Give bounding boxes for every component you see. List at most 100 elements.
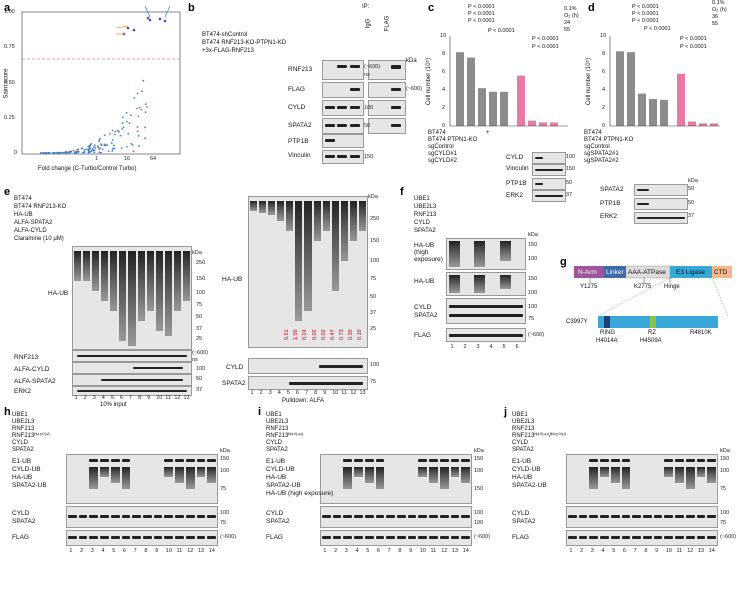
h-blot-label-2: HA-UB <box>12 474 33 481</box>
panel-label-j: j <box>504 406 508 418</box>
a-scatter-point <box>90 143 93 145</box>
a-scatter-point <box>101 148 104 151</box>
a-scatter-point <box>130 142 133 145</box>
a-scatter-point <box>136 130 139 133</box>
e-red-value: 0.19 <box>356 329 363 340</box>
lane-number: 11 <box>430 548 437 554</box>
lane-number: 4 <box>601 548 605 554</box>
panel-a: 1.00 0.75 0.50 0.25 0 1 16 64 Fold chang… <box>0 0 186 184</box>
d-blot-label-0: SPATA2 <box>600 186 624 193</box>
e-mark-12: 37 <box>196 387 203 393</box>
i-blot-2 <box>320 530 472 546</box>
lane-number: 1 <box>450 344 454 350</box>
lane-number: 12 <box>174 395 181 401</box>
e-row-2: HA-UB <box>14 212 33 218</box>
lane-number: 10 <box>332 390 339 396</box>
lane-number: 10 <box>156 395 163 401</box>
a-scatter-point <box>92 149 94 151</box>
c-pval-5: P < 0.0001 <box>532 44 559 50</box>
b-blot-vinculin <box>322 150 364 164</box>
ub-smear <box>331 201 339 291</box>
d-mark-3: 37 <box>688 213 695 219</box>
lane-number: 4 <box>489 344 493 350</box>
a-scatter-point <box>100 151 102 154</box>
a-scatter-point <box>93 146 95 148</box>
a-scatter-point <box>62 151 65 154</box>
h-row-1: UBE2L3 <box>12 419 35 425</box>
e-pd-mark-5: 50 <box>370 294 377 300</box>
e-red-value: 1.00 <box>293 329 300 340</box>
ub-smear <box>137 251 145 321</box>
a-scatter-point <box>137 115 140 118</box>
b-mark-1: ns <box>364 72 370 78</box>
d-row-1: BT474 PTPN1-KO <box>584 137 634 143</box>
c-ytick-3: 6 <box>442 69 446 75</box>
g-site-bottom-3: R4810K <box>690 330 712 336</box>
ub-smear <box>349 201 357 241</box>
c-legend-title: 0.1% <box>564 6 577 12</box>
lane-number: 7 <box>129 395 133 401</box>
c-ytick-2: 4 <box>442 87 446 93</box>
ub-smear <box>164 251 172 336</box>
f-row-1: UBE2L3 <box>414 204 437 210</box>
lane-number: 6 <box>622 548 626 554</box>
i-mark-6: (~600) <box>474 534 491 540</box>
a-xtick-2: 64 <box>150 156 157 162</box>
a-scatter-point <box>131 144 134 147</box>
lane-number: 12 <box>187 548 194 554</box>
panel-label-e: e <box>4 186 11 198</box>
j-blot-0 <box>566 454 718 504</box>
e-red-values: 0.51 1.00 0.24 0.02 0.02 0.47 0.73 0.39 0.19 <box>248 322 366 352</box>
a-scatter-point <box>80 147 83 150</box>
h-mark-3: 75 <box>220 486 227 492</box>
panel-d-barchart <box>609 36 720 127</box>
h-blot-label-3: SPATA2-UB <box>12 482 47 489</box>
lane-number: 5 <box>612 548 616 554</box>
panel-label-c: c <box>428 2 435 14</box>
panel-j: UBE1 UBE2L3 RNF213 RNF213ᴴ⁴⁰¹⁴ᴬ/ᴴ⁴⁵⁰⁹ᴬ CYLD S… <box>504 406 736 586</box>
e-blot-rnf213 <box>72 350 192 362</box>
a-scatter-point <box>65 151 68 154</box>
f-blot-haub <box>446 272 526 296</box>
a-scatter-point <box>126 120 128 123</box>
j-blot-label-3: SPATA2-UB <box>512 482 547 489</box>
i-mark-3: 150 <box>474 486 484 492</box>
b-blot-spata2-ip <box>368 118 406 134</box>
b-row-1: BT474 RNF213-KO-PTPN1-KD <box>202 40 287 46</box>
lane-number: 10 <box>665 548 672 554</box>
a-scatter-point <box>122 126 125 129</box>
h-lane-numbers: 1 2 3 4 5 6 7 8 9 10 11 12 13 14 <box>66 548 216 555</box>
f-row-3: CYLD <box>414 220 431 226</box>
f-mark-5: 100 <box>528 304 538 310</box>
lane-number: 14 <box>708 548 715 554</box>
f-blot-label-4: FLAG <box>414 332 431 339</box>
e-red-value: 0.24 <box>302 329 309 340</box>
a-scatter-point <box>132 150 135 153</box>
panel-h: UBE1 UBE2L3 RNF213 RNF213ᴴ⁴⁵⁰⁹ᴬ CYLD SPATA2 E1… <box>4 406 254 586</box>
c-side-mark-1: 150 <box>566 166 576 172</box>
lane-number: 6 <box>119 395 123 401</box>
lane-number: 5 <box>112 548 116 554</box>
e-mark-3: 100 <box>196 290 206 296</box>
j-blot-1 <box>566 506 718 528</box>
c-ytick-4: 8 <box>442 51 446 57</box>
d-ytick-4: 8 <box>602 51 606 57</box>
panel-label-d: d <box>588 2 595 14</box>
lane-number: 12 <box>350 390 357 396</box>
c-row-1: BT474 PTPN1-KO <box>428 137 478 143</box>
a-scatter-point <box>83 150 86 153</box>
a-scatter-point <box>40 152 42 154</box>
c-side-blot-erk2 <box>532 190 566 202</box>
d-pval-0: P < 0.0001 <box>632 4 659 10</box>
ub-smear <box>358 201 366 231</box>
c-blot-label-1: Vinculin <box>506 165 529 172</box>
f-mark-6: 75 <box>528 316 535 322</box>
e-pulldown-footer: Pulldown: ALFA <box>282 398 325 404</box>
h-row-2: RNF213 <box>12 426 35 432</box>
c-legend-0: 24 <box>564 20 571 26</box>
i-blot-label-1: CYLD-UB <box>266 466 295 473</box>
lane-number: 10 <box>419 548 426 554</box>
ub-smear <box>268 201 276 215</box>
lane-number: 12 <box>687 548 694 554</box>
ub-smear <box>340 201 348 261</box>
